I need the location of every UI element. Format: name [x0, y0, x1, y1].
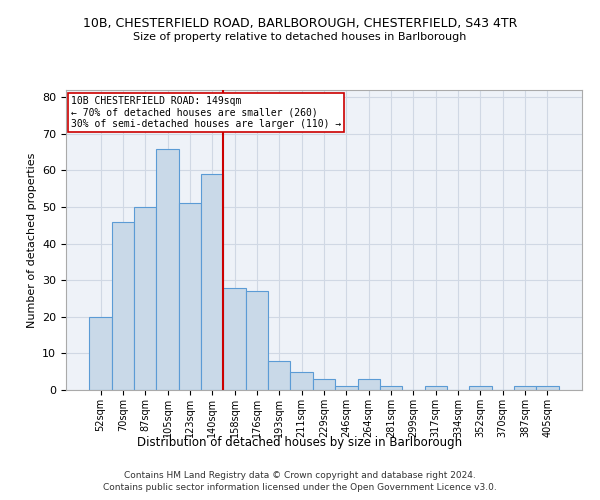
Text: 10B, CHESTERFIELD ROAD, BARLBOROUGH, CHESTERFIELD, S43 4TR: 10B, CHESTERFIELD ROAD, BARLBOROUGH, CHE…	[83, 18, 517, 30]
Bar	[425, 386, 447, 390]
Bar	[268, 360, 290, 390]
Bar	[246, 291, 268, 390]
Text: Contains HM Land Registry data © Crown copyright and database right 2024.: Contains HM Land Registry data © Crown c…	[124, 472, 476, 480]
Bar	[89, 317, 112, 390]
Bar	[335, 386, 358, 390]
Text: Contains public sector information licensed under the Open Government Licence v3: Contains public sector information licen…	[103, 483, 497, 492]
Text: Size of property relative to detached houses in Barlborough: Size of property relative to detached ho…	[133, 32, 467, 42]
Text: 10B CHESTERFIELD ROAD: 149sqm
← 70% of detached houses are smaller (260)
30% of : 10B CHESTERFIELD ROAD: 149sqm ← 70% of d…	[71, 96, 341, 129]
Bar	[514, 386, 536, 390]
Y-axis label: Number of detached properties: Number of detached properties	[26, 152, 37, 328]
Bar	[179, 204, 201, 390]
Bar	[290, 372, 313, 390]
Bar	[223, 288, 246, 390]
Bar	[536, 386, 559, 390]
Bar	[313, 379, 335, 390]
Bar	[112, 222, 134, 390]
Bar	[134, 207, 157, 390]
Bar	[358, 379, 380, 390]
Bar	[469, 386, 491, 390]
Bar	[157, 148, 179, 390]
Text: Distribution of detached houses by size in Barlborough: Distribution of detached houses by size …	[137, 436, 463, 449]
Bar	[201, 174, 223, 390]
Bar	[380, 386, 402, 390]
